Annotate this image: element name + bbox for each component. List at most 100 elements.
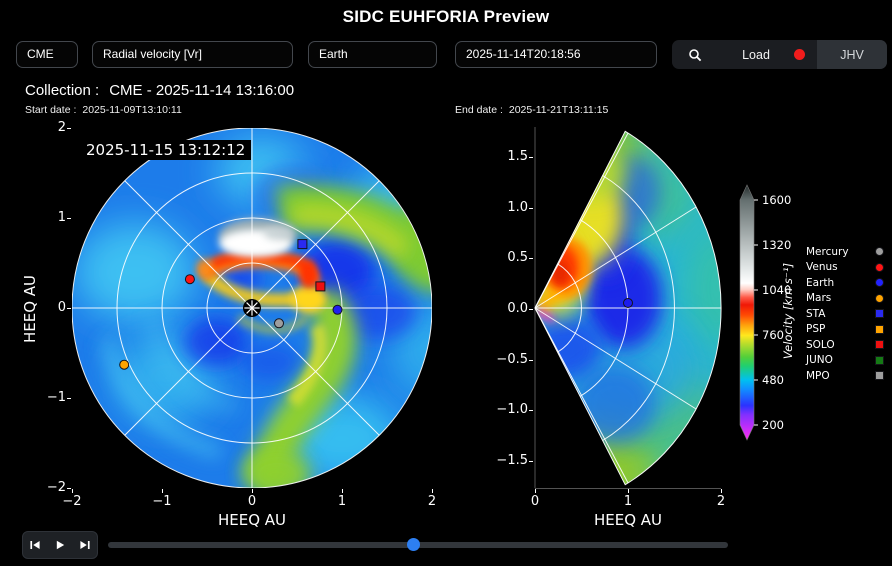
colorbar-tick: 1320 bbox=[762, 238, 792, 252]
left-xtick: 2 bbox=[427, 494, 437, 509]
left-ytick: −1 bbox=[46, 390, 66, 405]
mpo-marker-icon bbox=[875, 371, 884, 381]
legend-label: MPO bbox=[806, 369, 830, 382]
playback-controls bbox=[22, 531, 98, 559]
search-icon bbox=[689, 48, 702, 61]
start-date-label: Start date : bbox=[25, 104, 77, 116]
legend-item-sta: STA bbox=[806, 306, 884, 322]
left-ytickmark bbox=[67, 488, 71, 489]
right-xtickmark bbox=[628, 489, 629, 493]
skip-next-button[interactable] bbox=[77, 537, 93, 553]
legend: Mercury Venus Earth Mars STA PSP SOLO JUNO MPO bbox=[806, 244, 884, 384]
legend-item-psp: PSP bbox=[806, 322, 884, 338]
time-slider-thumb[interactable] bbox=[406, 538, 420, 551]
jhv-button[interactable]: JHV bbox=[817, 40, 887, 69]
end-date: End date : 2025-11-21T13:11:15 bbox=[455, 104, 608, 116]
marker-solo bbox=[315, 281, 326, 292]
legend-item-solo: SOLO bbox=[806, 337, 884, 353]
left-ytickmark bbox=[67, 398, 71, 399]
marker-earth bbox=[623, 297, 633, 308]
left-xtickmark bbox=[162, 489, 163, 493]
legend-label: PSP bbox=[806, 323, 826, 336]
right-xtick: 2 bbox=[716, 494, 726, 509]
play-icon bbox=[56, 540, 65, 550]
left-ytickmark bbox=[67, 308, 71, 309]
legend-label: STA bbox=[806, 307, 826, 320]
action-button-group: Load JHV bbox=[672, 40, 887, 69]
legend-label: SOLO bbox=[806, 338, 835, 351]
juno-marker-icon bbox=[875, 355, 884, 365]
observer-select[interactable]: Earth bbox=[308, 41, 437, 68]
left-xtickmark bbox=[252, 489, 253, 493]
page-title: SIDC EUHFORIA Preview bbox=[342, 7, 550, 26]
right-ytickmark bbox=[529, 410, 533, 412]
play-button[interactable] bbox=[52, 537, 68, 553]
left-ytick: 2 bbox=[57, 120, 66, 135]
left-xtickmark bbox=[342, 489, 343, 493]
left-ytick: 1 bbox=[57, 210, 66, 225]
left-xtick: −1 bbox=[152, 494, 172, 509]
legend-item-mpo: MPO bbox=[806, 368, 884, 384]
marker-earth bbox=[332, 304, 343, 315]
solo-marker-icon bbox=[875, 340, 884, 350]
legend-item-venus: Venus bbox=[806, 260, 884, 276]
right-xaxis-label: HEEQ AU bbox=[593, 511, 663, 529]
right-ytickmark bbox=[529, 309, 533, 310]
right-ytick: 1.0 bbox=[507, 199, 528, 215]
right-ytick: 0.0 bbox=[507, 301, 528, 316]
legend-item-juno: JUNO bbox=[806, 353, 884, 369]
variable-select[interactable]: Radial velocity [Vr] bbox=[92, 41, 293, 68]
right-ytick: −1.5 bbox=[496, 453, 528, 469]
mercury-marker-icon bbox=[875, 247, 884, 257]
model-select[interactable]: CME bbox=[16, 41, 78, 68]
left-xtick: −2 bbox=[62, 494, 82, 509]
earth-marker-icon bbox=[875, 278, 884, 288]
legend-item-mercury: Mercury bbox=[806, 244, 884, 260]
right-ytick: 1.5 bbox=[507, 149, 528, 164]
mars-marker-icon bbox=[875, 293, 884, 303]
legend-label: Earth bbox=[806, 276, 835, 289]
legend-item-mars: Mars bbox=[806, 291, 884, 307]
search-button[interactable] bbox=[672, 40, 718, 69]
right-xtickmark bbox=[535, 489, 536, 493]
datetime-input[interactable]: 2025-11-14T20:18:56 bbox=[455, 41, 657, 68]
right-xtick: 1 bbox=[623, 494, 633, 509]
sun-marker bbox=[243, 299, 261, 317]
skip-previous-button[interactable] bbox=[27, 537, 43, 553]
right-ytickmark bbox=[529, 157, 533, 158]
colorbar-tick: 200 bbox=[762, 418, 784, 432]
skip-previous-icon bbox=[30, 541, 40, 549]
body-markers bbox=[119, 239, 343, 370]
left-ytick: 0 bbox=[57, 300, 66, 315]
left-xtickmark bbox=[432, 489, 433, 493]
left-xaxis-label: HEEQ AU bbox=[217, 511, 287, 529]
velocity-map-equatorial bbox=[72, 128, 432, 488]
colorbar bbox=[739, 184, 758, 441]
marker-venus bbox=[184, 274, 195, 285]
psp-marker-icon bbox=[875, 324, 884, 334]
collection-heading: Collection : CME - 2025-11-14 13:16:00 bbox=[25, 82, 294, 99]
venus-marker-icon bbox=[875, 262, 884, 272]
left-xtick: 0 bbox=[247, 494, 257, 509]
left-xtick: 1 bbox=[337, 494, 347, 509]
left-ytickmark bbox=[67, 218, 71, 219]
collection-value: CME - 2025-11-14 13:16:00 bbox=[109, 82, 295, 99]
legend-label: JUNO bbox=[806, 354, 833, 367]
marker-mars bbox=[119, 359, 130, 370]
velocity-map-meridional bbox=[534, 127, 722, 489]
sta-marker-icon bbox=[875, 309, 884, 319]
right-ytick: 0.5 bbox=[507, 250, 528, 266]
left-yaxis-label: HEEQ AU bbox=[21, 274, 39, 344]
load-button[interactable]: Load bbox=[742, 47, 770, 62]
colorbar-tickmarks bbox=[754, 199, 758, 426]
marker-mercury bbox=[274, 318, 284, 329]
right-ytick: −0.5 bbox=[496, 351, 528, 367]
colorbar-tick: 480 bbox=[762, 373, 784, 387]
marker-sta bbox=[297, 239, 308, 250]
right-ytickmark bbox=[529, 359, 533, 361]
left-ytick: −2 bbox=[46, 480, 66, 495]
legend-label: Mercury bbox=[806, 245, 849, 258]
colorbar-tick: 760 bbox=[762, 328, 784, 342]
wedge-grid bbox=[534, 130, 722, 486]
